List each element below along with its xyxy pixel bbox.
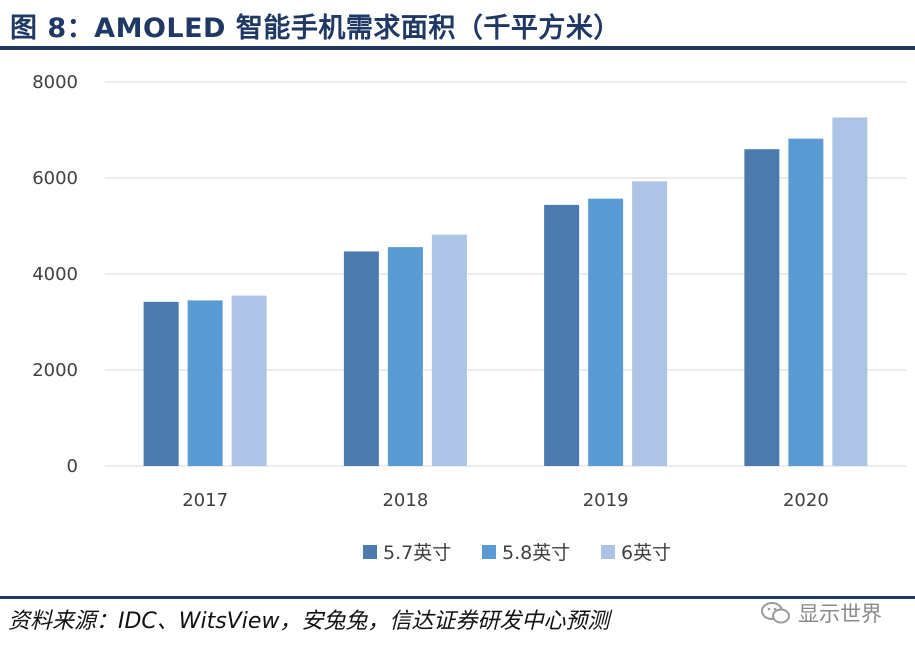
x-tick-label: 2017 (182, 490, 228, 511)
legend-label: 6英寸 (621, 542, 671, 564)
bar (788, 138, 824, 466)
legend-label: 5.8英寸 (502, 542, 570, 564)
legend-label: 5.7英寸 (383, 542, 451, 564)
legend-swatch (482, 545, 496, 559)
source-note: 资料来源：IDC、WitsView，安兔兔，信达证券研发中心预测 (8, 609, 610, 634)
x-tick-label: 2018 (382, 490, 428, 511)
bar-chart: 0 2000 4000 6000 8000 2017 2018 2019 2020 5.7英寸 5.… (32, 72, 906, 564)
wechat-icon (761, 602, 790, 624)
title-divider (0, 46, 915, 50)
y-tick-label: 4000 (32, 264, 78, 285)
source-divider (0, 596, 915, 599)
chart-title: 图 8：AMOLED 智能手机需求面积（千平方米） (10, 13, 621, 44)
bar (632, 181, 668, 467)
x-tick-label: 2019 (583, 490, 629, 511)
bar (387, 247, 423, 466)
watermark-text: 显示世界 (798, 602, 882, 626)
y-tick-label: 0 (67, 456, 78, 477)
watermark: 显示世界 (760, 598, 882, 628)
y-tick-label: 2000 (32, 360, 78, 381)
legend-swatch (363, 545, 377, 559)
bar (143, 301, 179, 466)
legend-swatch (601, 545, 615, 559)
bar (343, 251, 379, 466)
y-tick-label: 8000 (32, 72, 78, 93)
bar (832, 117, 868, 467)
bar (544, 204, 580, 466)
x-tick-label: 2020 (783, 490, 829, 511)
bar (744, 149, 780, 466)
bar (588, 198, 624, 466)
bar (431, 234, 467, 466)
bar (187, 300, 223, 466)
bar (231, 295, 267, 466)
y-tick-label: 6000 (32, 168, 78, 189)
